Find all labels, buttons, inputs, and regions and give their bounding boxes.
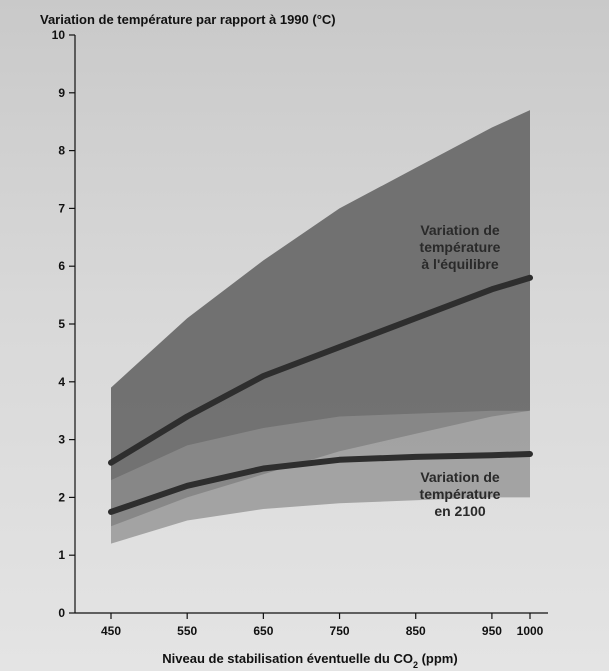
y-tick-label: 10 [52,28,66,42]
y-tick-label: 1 [58,548,65,562]
annotation-line: Variation de [420,222,500,238]
x-tick-label: 850 [406,624,426,638]
y-axis-title: Variation de température par rapport à 1… [40,12,336,27]
x-tick-label: 550 [177,624,197,638]
plot-area: Variation de température à l'équilibreVari… [108,110,533,544]
x-axis-title-sub: 2 [413,660,418,670]
year-2100-range-band [111,410,530,544]
y-tick-label: 4 [58,375,65,389]
y-tick-label: 5 [58,317,65,331]
annotation-line: température [420,486,501,502]
y-tick-label: 9 [58,86,65,100]
x-tick-label: 650 [253,624,273,638]
x-axis-title-main: Niveau de stabilisation éventuelle du CO [162,651,413,666]
x-axis-title-tail: (ppm) [418,651,458,666]
year-2100-annotation: Variation de température en 2100 [420,469,501,519]
annotation-line: Variation de [420,469,500,485]
equilibrium-annotation: Variation de température à l'équilibre [420,222,501,272]
y-tick-label: 7 [58,201,65,215]
x-tick-label: 450 [101,624,121,638]
x-tick-label: 750 [330,624,350,638]
year-2100-line [108,451,533,515]
y-tick-label: 0 [58,606,65,620]
annotation-line: en 2100 [434,503,486,519]
y-tick-label: 8 [58,144,65,158]
equilibrium-line [108,274,533,466]
annotation-line: à l'équilibre [421,256,498,272]
x-axis-title: Niveau de stabilisation éventuelle du CO… [162,651,457,670]
axes: 0 1 2 3 4 5 6 7 8 9 10 450 550 650 750 850 950 1000 [52,28,548,638]
y-tick-label: 2 [58,490,65,504]
y-tick-label: 6 [58,259,65,273]
x-tick-label: 1000 [517,624,544,638]
x-tick-label: 950 [482,624,502,638]
annotation-line: température [420,239,501,255]
y-tick-label: 3 [58,433,65,447]
